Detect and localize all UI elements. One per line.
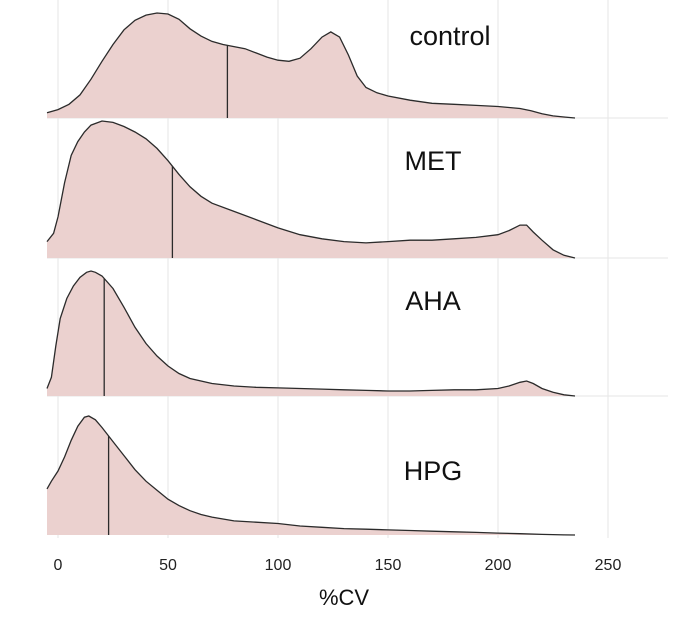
density-line [46, 415, 576, 536]
series-label: HPG [404, 456, 463, 486]
ridge-hpg [46, 415, 576, 536]
ridge-area [47, 416, 575, 535]
ridge-area [47, 121, 575, 258]
x-tick-label: 50 [159, 557, 177, 574]
ridge-area [47, 13, 575, 118]
labels-layer: control MET AHA HPG [404, 21, 491, 486]
density-line [46, 270, 576, 397]
x-tick-label: 100 [265, 557, 292, 574]
series-label: AHA [405, 286, 461, 316]
ridge-area [47, 271, 575, 396]
ridges-layer [46, 12, 576, 536]
series-label: control [409, 21, 490, 51]
ridge-control [46, 12, 576, 119]
ridge-aha [46, 270, 576, 397]
ridge-met [46, 120, 576, 259]
x-tick-label: 250 [595, 557, 622, 574]
x-tick-label: 150 [375, 557, 402, 574]
density-line [46, 120, 576, 259]
x-tick-label: 0 [54, 557, 63, 574]
x-axis-title: %CV [319, 585, 369, 610]
x-tick-label: 200 [485, 557, 512, 574]
x-axis: 0 50 100 150 200 250 [54, 557, 622, 574]
density-line [46, 12, 576, 119]
series-label: MET [405, 146, 462, 176]
